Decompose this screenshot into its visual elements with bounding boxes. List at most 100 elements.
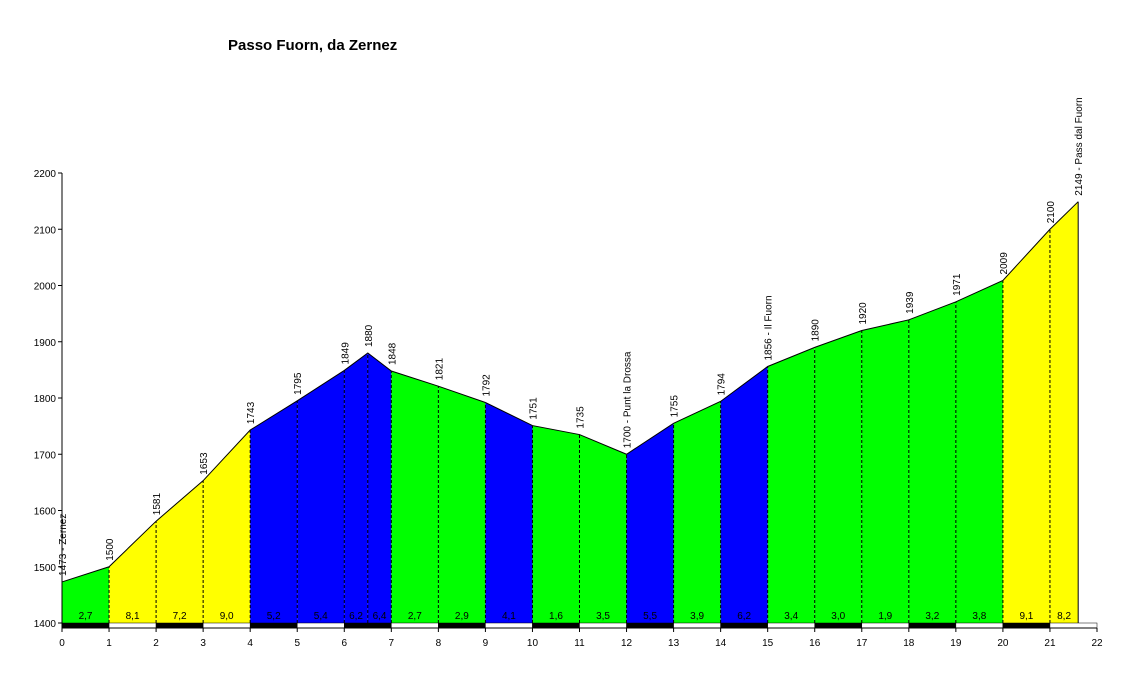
segment-area-19	[908, 301, 956, 623]
gradient-labels: 2,7 8,1 7,2 9,0 5,2 5,4 6,2 6,4 2,7 2,9 4,1 1,6 3,5 5…	[79, 611, 1072, 622]
elevation-label-17: 1890	[811, 319, 822, 342]
elevation-label-1: 1500	[105, 538, 116, 561]
gradient-label-18: 1,9	[878, 611, 892, 622]
gradient-label-4: 5,2	[267, 611, 281, 622]
distance-bar-6	[344, 622, 392, 629]
elevation-label-3: 1653	[199, 452, 210, 475]
distance-bar-7	[391, 622, 439, 629]
gradient-label-9: 2,9	[455, 611, 469, 622]
segment-area-4	[250, 400, 298, 623]
distance-bar-13	[673, 622, 721, 629]
elevation-label-14: 1755	[670, 395, 681, 418]
segment-area-11	[532, 425, 580, 623]
gradient-label-22: 8,2	[1057, 611, 1071, 622]
distance-bar-14	[720, 622, 768, 629]
segment-area-9	[438, 386, 486, 623]
distance-bar-15	[767, 622, 815, 629]
gradient-label-14: 3,9	[690, 611, 704, 622]
y-tick-label-2: 1600	[34, 507, 57, 518]
distance-bar-20	[1002, 622, 1051, 629]
elevation-label-22: 2100	[1046, 201, 1057, 224]
distance-bar-1	[108, 622, 157, 629]
gradient-label-1: 8,1	[126, 611, 140, 622]
gradient-label-21: 9,1	[1019, 611, 1033, 622]
x-tick-label-17: 17	[856, 638, 868, 649]
elevation-label-9: 1821	[434, 358, 445, 381]
x-tick-label-14: 14	[715, 638, 727, 649]
x-tick-label-2: 2	[153, 638, 159, 649]
segment-area-16	[767, 347, 815, 623]
elevation-label-12: 1735	[576, 406, 587, 429]
segment-area-3	[203, 430, 251, 623]
distance-bar-2	[155, 622, 204, 629]
elevation-label-21: 2009	[999, 252, 1010, 275]
distance-bar-3	[202, 622, 251, 629]
x-tick-label-8: 8	[436, 638, 442, 649]
distance-bar-10	[532, 622, 580, 629]
segment-area-21	[1002, 229, 1050, 623]
x-tick-label-15: 15	[762, 638, 774, 649]
gradient-label-11: 1,6	[549, 611, 563, 622]
distance-bar-5	[296, 622, 345, 629]
x-tick-label-0: 0	[59, 638, 65, 649]
gradient-label-13: 5,5	[643, 611, 657, 622]
segment-area-13	[626, 423, 674, 623]
distance-bar-9	[485, 622, 533, 629]
y-tick-label-5: 1900	[34, 338, 57, 349]
profile-line	[61, 201, 1079, 583]
elevation-label-23: 2149 - Pass dal Fuorn	[1074, 97, 1085, 195]
elevation-label-4: 1743	[246, 401, 257, 424]
distance-bar-16	[814, 622, 863, 629]
elevation-label-8: 1848	[387, 342, 398, 365]
gradient-label-8: 2,7	[408, 611, 422, 622]
x-tick-label-9: 9	[483, 638, 489, 649]
elevation-label-16: 1856 - Il Fuorn	[764, 295, 775, 360]
x-tick-label-10: 10	[527, 638, 539, 649]
distance-bar-17	[861, 622, 910, 629]
profile-line-group	[61, 201, 1079, 583]
distance-bar-21	[1049, 622, 1098, 629]
x-tick-label-7: 7	[389, 638, 395, 649]
elevation-label-11: 1751	[528, 397, 539, 420]
gradient-label-0: 2,7	[79, 611, 93, 622]
distance-bar-8	[438, 622, 486, 629]
y-tick-label-4: 1800	[34, 394, 57, 405]
gradient-label-16: 3,4	[784, 611, 798, 622]
segment-area-2	[156, 480, 204, 623]
x-tick-label-4: 4	[247, 638, 253, 649]
gradient-label-15: 6,2	[737, 611, 751, 622]
segment-area-22	[1049, 201, 1079, 623]
segment-area-8	[391, 371, 439, 623]
segment-area-0	[62, 566, 110, 623]
elevation-label-19: 1939	[905, 291, 916, 314]
segment-area-1	[109, 521, 157, 623]
segment-dividers	[108, 201, 1079, 623]
distance-bar-18	[908, 622, 957, 629]
distance-bar-11	[579, 622, 627, 629]
segment-area-20	[955, 280, 1003, 623]
y-tick-label-7: 2100	[34, 225, 57, 236]
distance-bar-12	[626, 622, 674, 629]
elevation-label-5: 1795	[293, 372, 304, 395]
elevation-label-20: 1971	[952, 273, 963, 296]
y-tick-label-6: 2000	[34, 282, 57, 293]
x-tick-label-16: 16	[809, 638, 821, 649]
gradient-label-17: 3,0	[831, 611, 845, 622]
distance-bar-19	[955, 622, 1004, 629]
gradient-label-10: 4,1	[502, 611, 516, 622]
x-tick-label-3: 3	[200, 638, 206, 649]
segment-area-15	[720, 366, 768, 623]
x-tick-label-20: 20	[997, 638, 1009, 649]
gradient-label-3: 9,0	[220, 611, 234, 622]
distance-bar-4	[249, 622, 298, 629]
y-tick-label-8: 2200	[34, 169, 57, 180]
x-tick-label-1: 1	[106, 638, 112, 649]
segment-area-18	[861, 319, 909, 623]
elevation-label-2: 1581	[152, 493, 163, 516]
elevation-label-0: 1473 - Zernez	[58, 514, 69, 576]
gradient-label-19: 3,2	[925, 611, 939, 622]
segment-area-17	[814, 330, 862, 623]
chart-title: Passo Fuorn, da Zernez	[228, 37, 397, 54]
